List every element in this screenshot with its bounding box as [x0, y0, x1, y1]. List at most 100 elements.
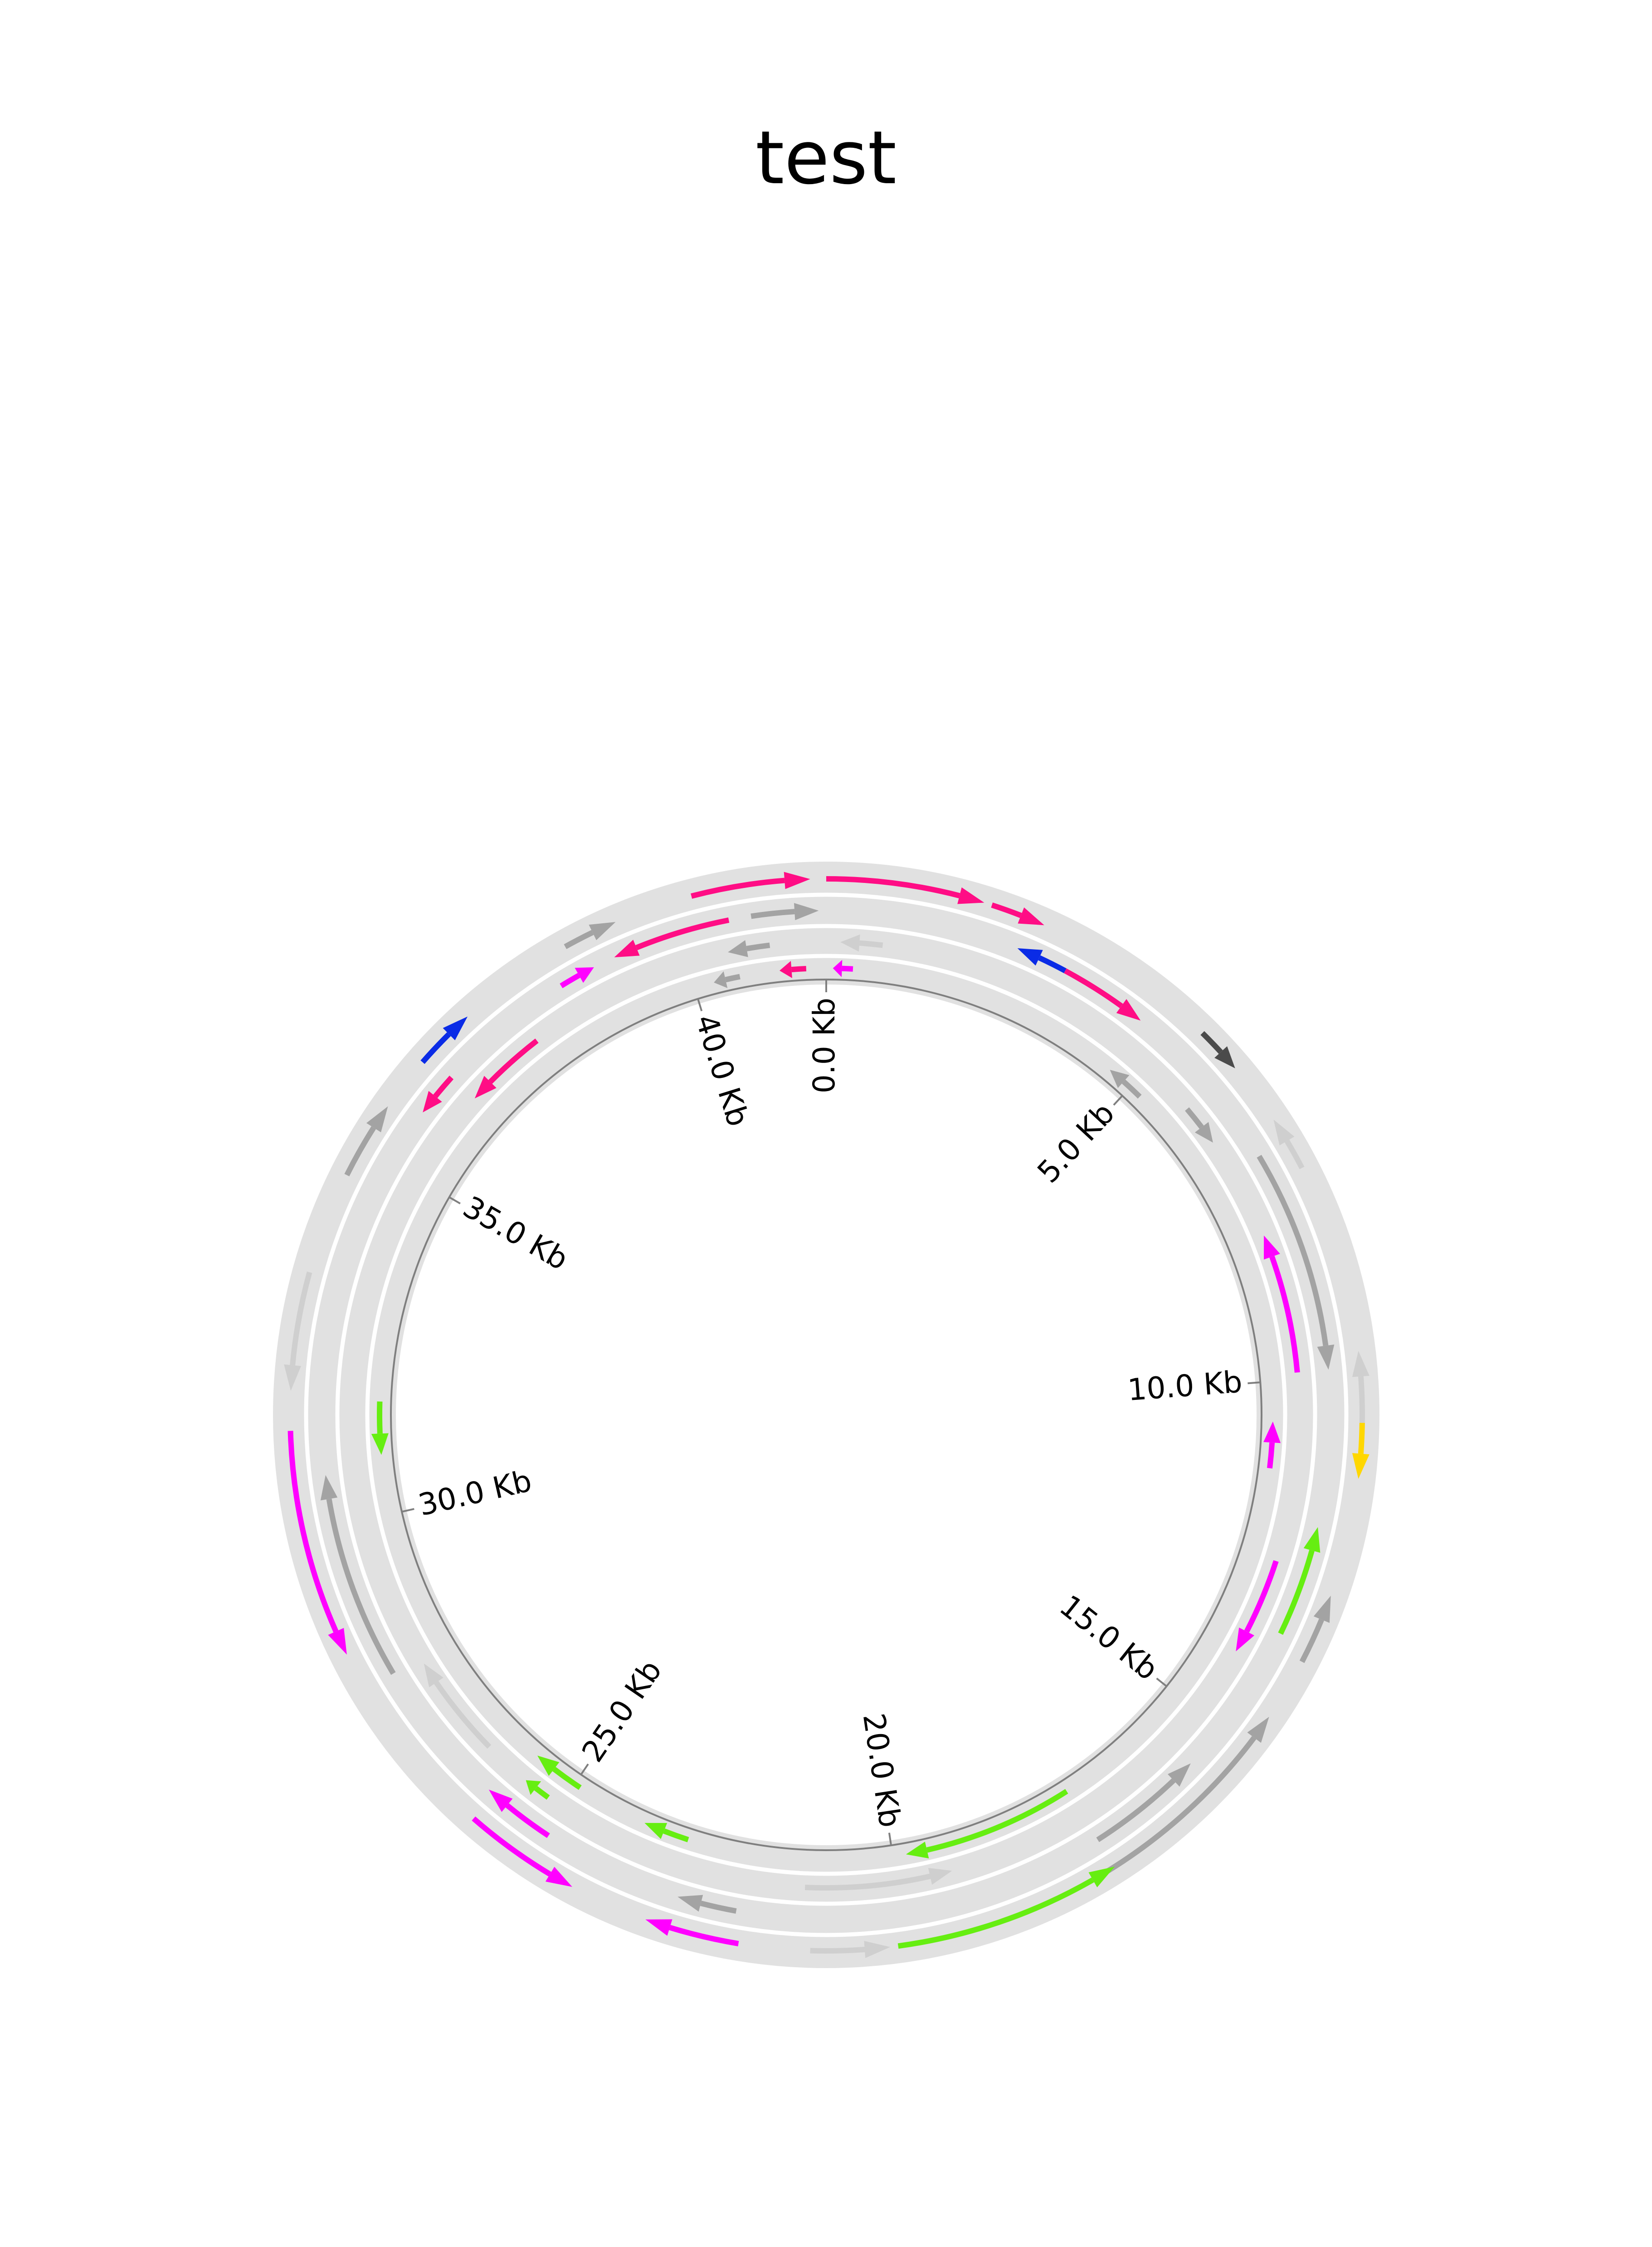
- gene-feature-3: [1200, 1031, 1235, 1068]
- gene-feature-41: [1110, 1070, 1142, 1099]
- feature-body: [1244, 1560, 1279, 1633]
- feature-body: [1038, 955, 1067, 974]
- feature-body: [534, 1786, 550, 1800]
- feature-body: [791, 965, 807, 972]
- feature-arrowhead: [1303, 1527, 1321, 1553]
- gene-feature-39: [728, 940, 770, 957]
- gene-feature-23: [1096, 1763, 1191, 1842]
- feature-body: [810, 1946, 865, 1954]
- gene-feature-12: [472, 1816, 572, 1887]
- feature-arrowhead: [794, 903, 819, 921]
- feature-arrowhead: [443, 1016, 468, 1040]
- gene-feature-20: [1064, 968, 1141, 1021]
- gene-feature-34: [1236, 1560, 1279, 1652]
- track-separator: [304, 892, 1349, 1937]
- gene-feature-11: [645, 1919, 739, 1946]
- feature-arrowhead: [1263, 1421, 1281, 1443]
- feature-body: [691, 877, 785, 899]
- feature-body: [746, 942, 770, 951]
- gene-feature-7: [1299, 1595, 1331, 1663]
- feature-arrowhead: [1273, 1119, 1295, 1145]
- gene-feature-24: [677, 1895, 737, 1914]
- figure-title: test: [755, 116, 897, 201]
- feature-body: [859, 940, 883, 948]
- feature-arrowhead: [784, 872, 810, 889]
- feature-body: [344, 1126, 376, 1176]
- feature-arrowhead: [545, 1867, 572, 1887]
- axis-tick-label: 35.0 Kb: [457, 1189, 574, 1277]
- axis-tick-label: 5.0 Kb: [1031, 1096, 1121, 1189]
- feature-arrowhead: [957, 887, 984, 904]
- gene-feature-29: [614, 917, 730, 958]
- feature-arrowhead: [328, 1628, 347, 1655]
- gene-feature-15: [344, 1106, 388, 1176]
- gene-feature-19: [1017, 948, 1067, 974]
- feature-arrowhead: [1018, 907, 1044, 926]
- feature-arrowhead: [645, 1919, 672, 1936]
- feature-arrowhead: [284, 1364, 301, 1391]
- feature-arrowhead: [575, 967, 594, 983]
- gene-feature-43: [906, 1789, 1068, 1859]
- feature-body: [1284, 1139, 1305, 1170]
- gene-feature-47: [714, 971, 741, 988]
- feature-body: [663, 1828, 689, 1842]
- feature-arrowhead: [423, 1091, 442, 1112]
- feature-arrowhead: [320, 1475, 338, 1501]
- feature-body: [1257, 1155, 1329, 1346]
- gene-feature-14: [284, 1271, 312, 1391]
- feature-body: [1096, 1778, 1176, 1842]
- feature-body: [1064, 968, 1123, 1009]
- feature-body: [725, 974, 741, 983]
- feature-arrowhead: [1214, 1046, 1235, 1068]
- feature-body: [897, 1877, 1094, 1949]
- track-ring-4: [363, 952, 1289, 1878]
- feature-body: [472, 1816, 551, 1877]
- feature-arrowhead: [644, 1823, 668, 1839]
- feature-body: [826, 876, 960, 898]
- track-separator: [335, 924, 1317, 1906]
- axis-tick-label: 25.0 Kb: [575, 1654, 668, 1769]
- axis-tick-label: 40.0 Kb: [688, 1010, 755, 1131]
- feature-arrowhead: [1088, 1867, 1115, 1887]
- feature-arrowhead: [366, 1106, 388, 1132]
- feature-arrowhead: [1110, 1070, 1130, 1088]
- gene-feature-42: [1263, 1421, 1281, 1469]
- gene-feature-2: [991, 902, 1044, 926]
- feature-body: [434, 1681, 492, 1749]
- feature-arrowhead: [1313, 1595, 1331, 1623]
- gene-feature-25: [488, 1789, 550, 1838]
- feature-arrowhead: [906, 1842, 929, 1859]
- feature-arrowhead: [589, 922, 616, 941]
- feature-body: [505, 1803, 550, 1838]
- feature-body: [326, 1498, 396, 1675]
- axis-tick: [401, 1508, 414, 1513]
- gene-feature-30: [750, 903, 819, 921]
- feature-body: [1269, 1256, 1300, 1373]
- feature-arrowhead: [928, 1868, 952, 1885]
- feature-body: [1092, 1736, 1257, 1881]
- feature-arrowhead: [1017, 948, 1043, 966]
- gene-feature-48: [780, 961, 807, 978]
- axis-tick-label: 10.0 Kb: [1126, 1364, 1243, 1408]
- gene-feature-46: [371, 1401, 389, 1455]
- gene-feature-40: [833, 960, 853, 977]
- feature-arrowhead: [780, 961, 792, 978]
- feature-body: [560, 973, 580, 989]
- feature-arrowhead: [1116, 999, 1141, 1021]
- feature-arrowhead: [1317, 1344, 1335, 1370]
- gene-feature-33: [1264, 1235, 1300, 1373]
- gene-feature-35: [804, 1868, 952, 1891]
- axis-tick-label: 0.0 Kb: [807, 998, 842, 1093]
- gene-feature-45: [537, 1755, 582, 1790]
- gene-feature-31: [840, 934, 883, 952]
- feature-body: [1278, 1550, 1315, 1635]
- feature-body: [991, 902, 1022, 918]
- feature-body: [288, 1431, 339, 1633]
- feature-arrowhead: [840, 934, 860, 952]
- feature-arrowhead: [1167, 1763, 1191, 1787]
- axis-tick-label: 15.0 Kb: [1053, 1588, 1165, 1687]
- feature-arrowhead: [864, 1941, 891, 1958]
- track-ring-2: [306, 894, 1347, 1935]
- feature-arrowhead: [1352, 1350, 1369, 1377]
- feature-arrowhead: [677, 1895, 703, 1912]
